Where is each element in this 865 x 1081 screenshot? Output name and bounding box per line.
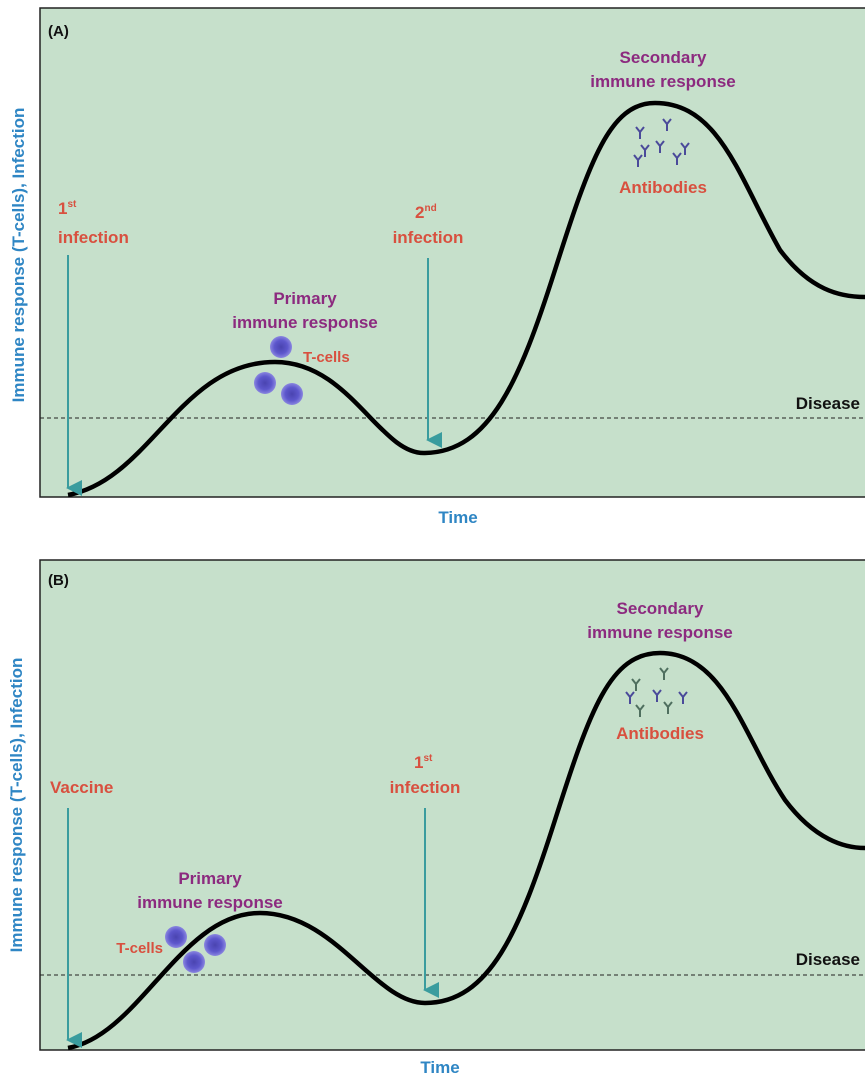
- diagram: (A) Immune response (T-cells), Infection…: [0, 0, 865, 1076]
- primary-label: immune response: [137, 893, 283, 912]
- threshold-label: Disease: [796, 394, 860, 413]
- x-axis-label: Time: [438, 508, 477, 527]
- y-axis-label: Immune response (T-cells), Infection: [7, 658, 26, 953]
- cells-label: T-cells: [116, 940, 163, 957]
- t-cell: [254, 372, 276, 394]
- x-axis-label: Time: [420, 1058, 459, 1076]
- page: (A) Immune response (T-cells), Infection…: [0, 0, 865, 1076]
- secondary-label: Secondary: [620, 48, 707, 67]
- panel-box: [40, 560, 865, 1050]
- t-cell: [165, 926, 187, 948]
- event-label: infection: [58, 228, 129, 247]
- event-label: Vaccine: [50, 778, 113, 797]
- primary-label: immune response: [232, 313, 378, 332]
- panel-b: (B) Immune response (T-cells), Infection…: [7, 560, 865, 1076]
- y-axis-label: Immune response (T-cells), Infection: [9, 108, 28, 403]
- primary-label: Primary: [178, 869, 242, 888]
- panel-label: (A): [48, 23, 69, 40]
- primary-label: Primary: [273, 289, 337, 308]
- antibodies-label: Antibodies: [619, 178, 707, 197]
- panel-a: (A) Immune response (T-cells), Infection…: [9, 8, 865, 527]
- t-cell: [204, 934, 226, 956]
- secondary-label: Secondary: [617, 599, 704, 618]
- secondary-label: immune response: [590, 72, 736, 91]
- t-cell: [183, 951, 205, 973]
- threshold-label: Disease: [796, 950, 860, 969]
- cells-label: T-cells: [303, 349, 350, 366]
- event-label: infection: [393, 228, 464, 247]
- t-cell: [281, 383, 303, 405]
- antibodies-label: Antibodies: [616, 724, 704, 743]
- t-cell: [270, 336, 292, 358]
- panel-label: (B): [48, 572, 69, 589]
- event-label: infection: [390, 778, 461, 797]
- secondary-label: immune response: [587, 623, 733, 642]
